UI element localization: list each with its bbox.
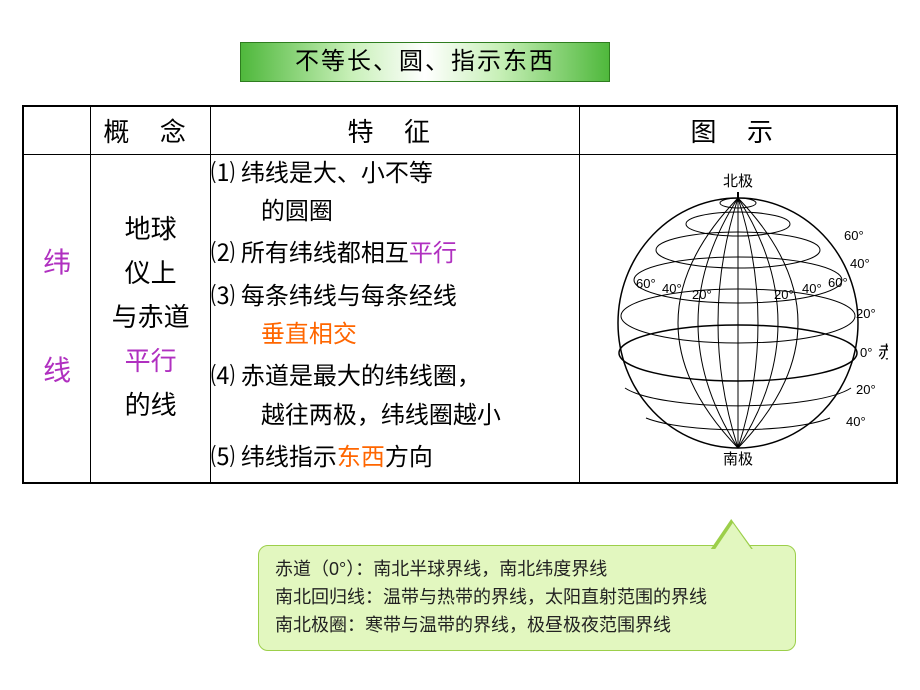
north-pole-label: 北极 [723, 173, 753, 190]
deg-r20u: 20° [774, 287, 794, 302]
feature-4a: ⑷ 赤道是最大的纬线圈， [211, 364, 481, 390]
callout-tail-inner [715, 523, 757, 549]
feature-2b: 平行 [409, 241, 457, 267]
deg-r40u: 40° [802, 281, 822, 296]
callout-body: 赤道（0°）：南北半球界线，南北纬度界线 南北回归线：温带与热带的界线，太阳直射… [258, 545, 796, 651]
concept-l2: 仪上 [91, 252, 210, 296]
feature-1a: ⑴ 纬线是大、小不等 [211, 161, 433, 187]
concept-cell: 地球 仪上 与赤道 平行 的线 [91, 154, 211, 483]
header-diagram: 图 示 [579, 106, 897, 154]
concept-l3: 与赤道 [91, 296, 210, 340]
deg-lat20s: 20° [856, 382, 876, 397]
feature-3: ⑶ 每条纬线与每条经线 垂直相交 [211, 278, 579, 355]
deg-lat40s: 40° [846, 414, 866, 429]
deg-lat20: 20° [856, 306, 876, 321]
feature-1b: 的圆圈 [211, 193, 579, 231]
equator-label: 赤道 [878, 343, 888, 362]
concept-l1: 地球 [91, 208, 210, 252]
diagram-cell: 北极 南极 [579, 154, 897, 483]
deg-l60: 60° [636, 276, 656, 291]
feature-5b: 东西 [337, 445, 385, 471]
row-label-c1: 纬 [24, 225, 90, 303]
header-concept: 概 念 [91, 106, 211, 154]
callout-l2: 南北回归线：温带与热带的界线，太阳直射范围的界线 [275, 584, 779, 612]
callout-l1: 赤道（0°）：南北半球界线，南北纬度界线 [275, 556, 779, 584]
row-label: 纬 线 [23, 154, 91, 483]
feature-5: ⑸ 纬线指示东西方向 [211, 439, 579, 477]
feature-4: ⑷ 赤道是最大的纬线圈， 越往两极，纬线圈越小 [211, 358, 579, 435]
feature-cell: ⑴ 纬线是大、小不等 的圆圈 ⑵ 所有纬线都相互平行 ⑶ 每条纬线与每条经线 垂… [210, 154, 579, 483]
feature-3a: ⑶ 每条纬线与每条经线 [211, 284, 457, 310]
deg-l20: 20° [692, 287, 712, 302]
feature-2: ⑵ 所有纬线都相互平行 [211, 235, 579, 273]
feature-5a: ⑸ 纬线指示 [211, 445, 337, 471]
callout-l3: 南北极圈：寒带与温带的界线，极昼极夜范围界线 [275, 612, 779, 640]
header-blank [23, 106, 91, 154]
deg-lat60: 60° [844, 228, 864, 243]
deg-lat40: 40° [850, 256, 870, 271]
globe-diagram: 北极 南极 [588, 168, 888, 468]
deg-lat0: 0° [860, 345, 872, 360]
title-box: 不等长、圆、指示东西 [240, 42, 610, 82]
south-pole-label: 南极 [723, 451, 753, 468]
concept-l4: 平行 [91, 340, 210, 384]
concept-l5: 的线 [91, 384, 210, 428]
feature-5c: 方向 [385, 445, 433, 471]
deg-l40: 40° [662, 281, 682, 296]
feature-1: ⑴ 纬线是大、小不等 的圆圈 [211, 155, 579, 232]
latitude-table: 概 念 特 征 图 示 纬 线 地球 仪上 与赤道 平行 的线 ⑴ 纬线是大、小… [22, 105, 898, 484]
row-label-c2: 线 [24, 333, 90, 411]
feature-4b: 越往两极，纬线圈越小 [211, 397, 579, 435]
deg-r60u: 60° [828, 275, 848, 290]
header-feature: 特 征 [210, 106, 579, 154]
callout: 赤道（0°）：南北半球界线，南北纬度界线 南北回归线：温带与热带的界线，太阳直射… [258, 545, 796, 651]
feature-3b: 垂直相交 [211, 316, 579, 354]
feature-2a: ⑵ 所有纬线都相互 [211, 241, 409, 267]
